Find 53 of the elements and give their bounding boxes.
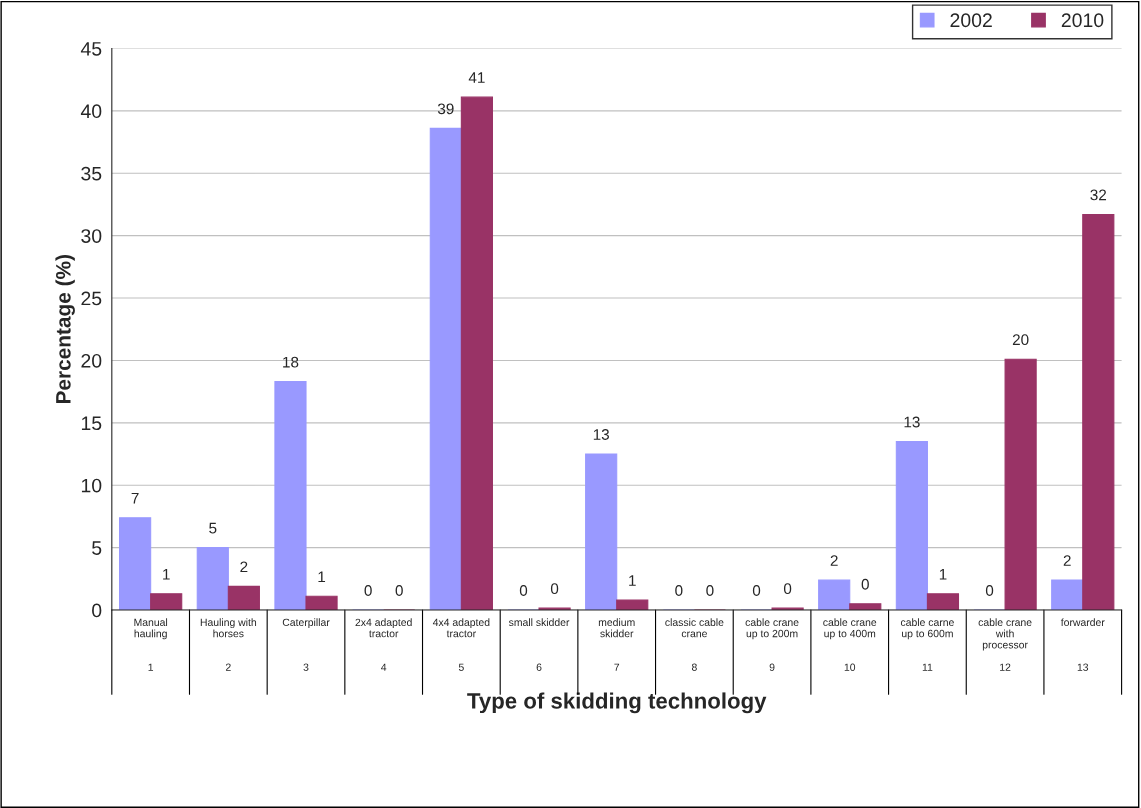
data-label: 1 bbox=[939, 569, 947, 580]
legend-label: 2002 bbox=[950, 13, 992, 28]
data-label: 0 bbox=[550, 583, 559, 595]
data-label: 0 bbox=[985, 585, 994, 596]
data-label: 0 bbox=[675, 585, 683, 596]
category-label: cable crane up to 400m 10 bbox=[823, 618, 877, 671]
category-label: cable crane up to 200m 9 bbox=[745, 618, 799, 671]
legend-label: 2010 bbox=[1061, 13, 1104, 28]
category-label: medium skidder 7 bbox=[598, 618, 635, 671]
y-tick-label: 25 bbox=[81, 291, 102, 306]
category-label: small skidder 6 bbox=[508, 618, 570, 671]
data-label: 18 bbox=[283, 356, 299, 368]
data-label: 0 bbox=[395, 585, 403, 596]
data-label: 2 bbox=[830, 555, 838, 566]
data-label: 41 bbox=[468, 72, 485, 83]
y-tick-label: 5 bbox=[92, 541, 102, 555]
y-axis-title: Percentage (%) bbox=[55, 255, 75, 404]
data-label: 0 bbox=[861, 578, 869, 590]
y-tick-label: 10 bbox=[81, 478, 102, 493]
data-label: 32 bbox=[1090, 189, 1107, 201]
data-label: 0 bbox=[783, 583, 792, 595]
data-label: 13 bbox=[593, 429, 609, 440]
category-label: Caterpillar 3 bbox=[282, 618, 330, 671]
data-label: 1 bbox=[163, 569, 170, 580]
data-label: 0 bbox=[706, 585, 714, 596]
data-label: 5 bbox=[209, 522, 217, 534]
data-label: 20 bbox=[1012, 334, 1029, 346]
category-label: classic cable crane 8 bbox=[665, 618, 724, 671]
data-label: 1 bbox=[318, 571, 326, 583]
category-label: Manual hauling 1 bbox=[134, 618, 168, 671]
data-label: 1 bbox=[629, 575, 636, 586]
category-label: cable crane with processor 12 bbox=[978, 618, 1032, 671]
category-label: forwarder 13 bbox=[1060, 618, 1105, 671]
data-label: 13 bbox=[904, 416, 920, 428]
x-axis-title: Type of skidding technology bbox=[467, 692, 767, 714]
category-label: cable carne up to 600m 11 bbox=[900, 618, 954, 671]
category-label: 4x4 adapted tractor 5 bbox=[432, 618, 490, 671]
y-tick-label: 40 bbox=[80, 104, 102, 119]
data-label: 0 bbox=[364, 585, 372, 596]
data-label: 0 bbox=[752, 585, 761, 596]
data-label: 2 bbox=[240, 561, 248, 573]
y-tick-label: 30 bbox=[81, 229, 102, 243]
y-tick-label: 35 bbox=[81, 166, 102, 181]
category-label: Hauling with horses 2 bbox=[200, 618, 257, 671]
data-label: 7 bbox=[131, 492, 139, 504]
category-label: 2x4 adapted tractor 4 bbox=[355, 618, 412, 671]
data-label: 2 bbox=[1063, 555, 1071, 566]
y-tick-label: 20 bbox=[81, 353, 102, 368]
y-tick-label: 0 bbox=[92, 603, 102, 618]
y-tick-label: 15 bbox=[81, 416, 102, 431]
data-label: 39 bbox=[437, 103, 454, 115]
y-tick-label: 45 bbox=[80, 42, 102, 56]
data-label: 0 bbox=[519, 585, 528, 596]
